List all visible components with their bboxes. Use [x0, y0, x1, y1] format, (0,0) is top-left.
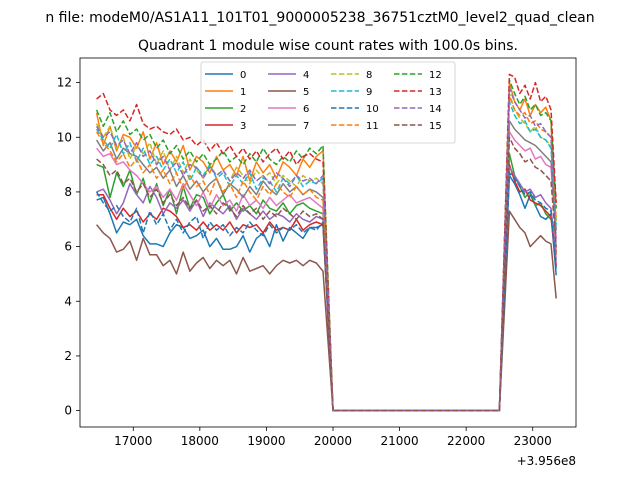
figure-suptitle: n file: modeM0/AS1A11_101T01_9000005238_… — [45, 10, 594, 26]
legend-label: 12 — [429, 70, 442, 81]
y-tick-label: 8 — [64, 185, 72, 199]
legend-label: 8 — [366, 70, 372, 81]
x-tick-label: 20000 — [314, 434, 352, 448]
legend-label: 15 — [429, 121, 442, 132]
series-line-15 — [96, 136, 557, 412]
x-tick-label: 23000 — [514, 434, 552, 448]
legend-label: 0 — [240, 70, 246, 81]
x-axis: 17000 18000 19000 20000 21000 22000 23000 — [114, 427, 552, 448]
legend-label: 11 — [366, 121, 379, 132]
axes-frame — [79, 57, 577, 428]
legend-label: 4 — [303, 70, 309, 81]
y-tick-label: 2 — [64, 349, 72, 363]
x-axis-offset-label: +3.956e8 — [517, 454, 576, 468]
y-axis: 0 2 4 6 8 10 12 — [57, 76, 80, 418]
x-tick-label: 18000 — [181, 434, 219, 448]
plot-area — [79, 57, 577, 428]
x-tick-label: 17000 — [114, 434, 152, 448]
y-tick-label: 10 — [57, 130, 72, 144]
legend-label: 7 — [303, 121, 309, 132]
y-tick-label: 6 — [64, 240, 72, 254]
legend-label: 14 — [429, 104, 442, 115]
x-tick-label: 21000 — [380, 434, 418, 448]
series-layer — [95, 73, 557, 412]
series-line-14 — [95, 87, 557, 412]
legend-label: 1 — [240, 87, 246, 98]
legend-label: 5 — [303, 87, 309, 98]
y-tick-label: 0 — [64, 404, 72, 418]
y-tick-label: 12 — [57, 76, 72, 90]
x-tick-label: 22000 — [447, 434, 485, 448]
legend-label: 6 — [303, 104, 309, 115]
legend-label: 13 — [429, 87, 442, 98]
x-tick-label: 19000 — [247, 434, 285, 448]
legend-frame — [200, 61, 456, 144]
legend-label: 10 — [366, 104, 379, 115]
y-tick-label: 4 — [64, 294, 72, 308]
chart-title: Quadrant 1 module wise count rates with … — [138, 38, 518, 54]
legend-label: 9 — [366, 87, 372, 98]
legend-label: 2 — [240, 104, 246, 115]
legend-label: 3 — [240, 121, 246, 132]
